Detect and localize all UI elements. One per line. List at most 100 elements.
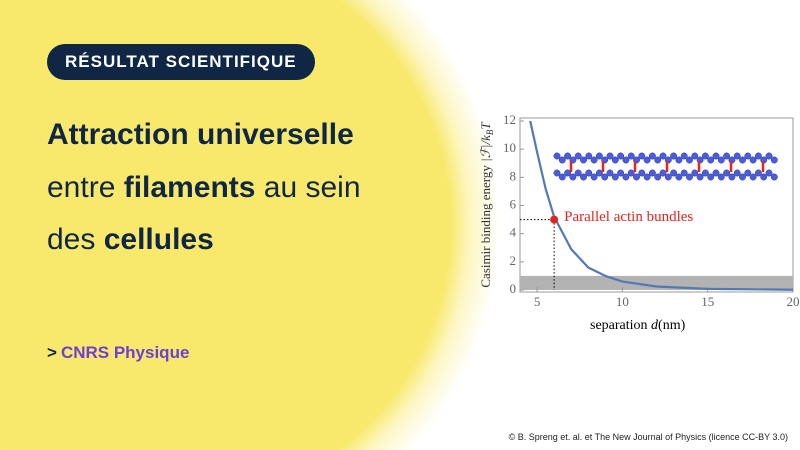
link[interactable]: > CNRS Physique xyxy=(47,343,189,363)
filament-bead xyxy=(585,152,593,160)
x-tick-label: 10 xyxy=(616,294,629,309)
filament-bead xyxy=(770,156,778,164)
filament-bead xyxy=(659,152,667,160)
filament-bead xyxy=(696,173,704,181)
filament-bead xyxy=(580,173,587,181)
x-tick-label: 5 xyxy=(534,294,541,309)
y-tick-label: 2 xyxy=(510,253,517,268)
filament-bead xyxy=(675,156,683,164)
x-label-symbol: d xyxy=(651,318,659,333)
headline-line: des cellules xyxy=(47,223,214,257)
filament-bead xyxy=(680,152,688,160)
filament-bead xyxy=(606,152,614,160)
headline-text: Attraction universelle xyxy=(47,118,354,151)
filament-bead xyxy=(691,152,699,160)
filament-bead xyxy=(595,169,603,177)
filament-bead xyxy=(569,173,577,181)
filament-bead xyxy=(558,156,566,164)
y-label-tail: T xyxy=(478,122,493,130)
filament-bead xyxy=(638,152,646,160)
filament-bead xyxy=(606,169,614,177)
filament-bead xyxy=(686,173,693,181)
filament-bead xyxy=(733,169,741,177)
filament-bead xyxy=(617,169,625,177)
headline-text: filaments xyxy=(123,171,256,204)
filament-bead xyxy=(580,156,587,164)
x-label-unit: (nm) xyxy=(658,318,686,333)
filament-bead xyxy=(675,173,683,181)
filament-bead xyxy=(701,169,709,177)
y-tick-label: 8 xyxy=(510,168,517,183)
filament-bead xyxy=(691,169,699,177)
headline-text: des xyxy=(47,223,96,256)
filament-bead xyxy=(627,152,635,160)
filament-bead xyxy=(680,169,688,177)
plot-area xyxy=(519,117,794,293)
x-axis-label: separation d(nm) xyxy=(590,318,686,333)
filament-bead xyxy=(648,169,656,177)
filament-bead xyxy=(654,173,662,181)
highlight-point xyxy=(550,215,559,224)
y-label-text: Casimir binding energy xyxy=(478,165,493,288)
filament-bead xyxy=(723,169,731,177)
filament-bead xyxy=(627,169,635,177)
filament-bead xyxy=(739,156,746,164)
link-prefix: > xyxy=(47,343,57,362)
filament-bead xyxy=(670,169,678,177)
x-tick-label: 15 xyxy=(701,294,714,309)
filament-bead xyxy=(712,169,720,177)
filament-bead xyxy=(585,169,593,177)
headline-text: entre xyxy=(47,171,116,204)
filament-bead xyxy=(643,173,651,181)
filament-bead xyxy=(638,169,646,177)
filament-bead xyxy=(611,173,619,181)
filament-bead xyxy=(754,169,762,177)
filament-bead xyxy=(770,173,778,181)
y-tick-label: 0 xyxy=(510,281,517,296)
filament-bead xyxy=(595,152,603,160)
filament-bead xyxy=(648,152,656,160)
headline-text: cellules xyxy=(103,223,214,256)
filament-bead xyxy=(611,156,619,164)
credit: © B. Spreng et. al. et The New Journal o… xyxy=(508,432,788,442)
filament-bead xyxy=(622,156,630,164)
filament-bead xyxy=(749,156,757,164)
headline-line: Attraction universelle xyxy=(47,118,354,152)
y-tick-label: 12 xyxy=(503,112,516,127)
y-label-math: |ℱ|/k xyxy=(478,135,493,162)
filament-bead xyxy=(553,169,561,177)
filament-bead xyxy=(633,173,640,181)
line-series xyxy=(529,120,794,291)
y-label-sub: B xyxy=(485,129,495,135)
shaded-band xyxy=(520,275,793,290)
filament-bead xyxy=(654,156,662,164)
filament-bead xyxy=(754,152,762,160)
link-text[interactable]: CNRS Physique xyxy=(60,343,190,362)
filament-bead xyxy=(739,173,746,181)
filament-bead xyxy=(670,152,678,160)
filament-bead xyxy=(686,156,693,164)
filament-bead xyxy=(765,152,773,160)
x-tick-label: 20 xyxy=(787,294,800,309)
filament-bead xyxy=(733,152,741,160)
filament-bead xyxy=(574,169,582,177)
x-label-text: separation xyxy=(590,318,648,333)
filament-bead xyxy=(659,169,667,177)
y-tick-label: 10 xyxy=(503,140,516,155)
filament-bead xyxy=(707,156,715,164)
filament-bead xyxy=(564,169,572,177)
filament-bead xyxy=(712,152,720,160)
highlight-label: Parallel actin bundles xyxy=(564,209,693,225)
filament-bead xyxy=(601,173,609,181)
filament-bead xyxy=(744,169,752,177)
y-axis-label: Casimir binding energy |ℱ|/kBT xyxy=(478,122,495,288)
filament-bead xyxy=(707,173,715,181)
filament-bead xyxy=(765,169,773,177)
y-tick-label: 6 xyxy=(510,196,517,211)
headline-text: au sein xyxy=(263,171,361,204)
filament-bead xyxy=(717,156,725,164)
filament-bead xyxy=(701,152,709,160)
filament-bead xyxy=(717,173,725,181)
